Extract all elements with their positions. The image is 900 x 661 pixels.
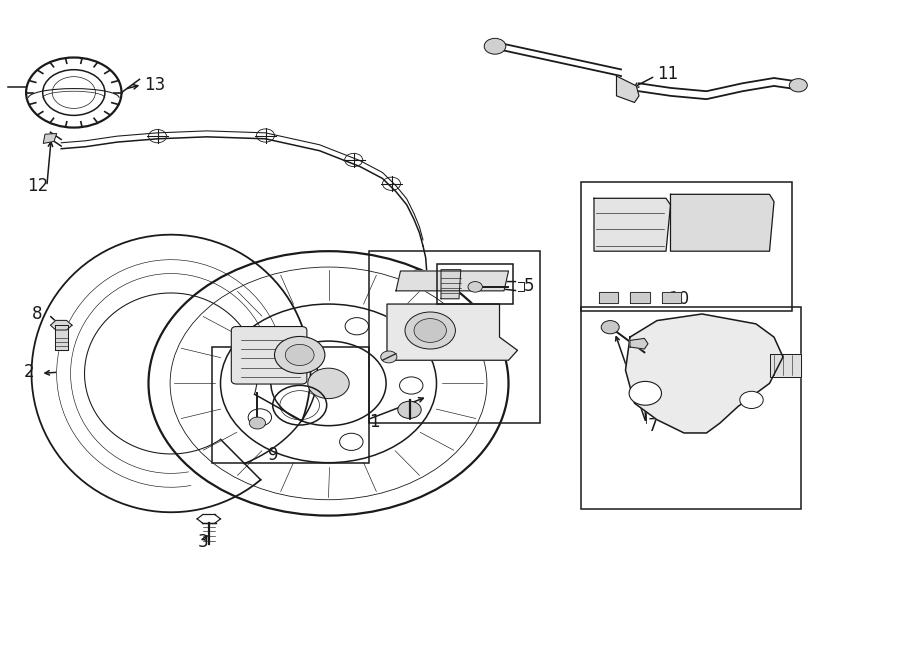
Polygon shape — [598, 292, 618, 303]
Circle shape — [308, 368, 349, 399]
Circle shape — [249, 417, 266, 429]
Polygon shape — [630, 338, 648, 349]
Circle shape — [381, 351, 397, 363]
Circle shape — [345, 318, 368, 335]
Polygon shape — [55, 325, 68, 350]
Circle shape — [274, 336, 325, 373]
Circle shape — [405, 312, 455, 349]
Text: 12: 12 — [27, 177, 49, 196]
Circle shape — [629, 381, 661, 405]
FancyBboxPatch shape — [231, 327, 307, 384]
Circle shape — [398, 401, 421, 418]
Circle shape — [414, 319, 446, 342]
Circle shape — [601, 321, 619, 334]
Polygon shape — [626, 314, 783, 433]
Text: 10: 10 — [668, 290, 688, 309]
Circle shape — [252, 337, 275, 354]
Text: 7: 7 — [648, 417, 659, 436]
Text: 2: 2 — [23, 363, 34, 381]
Circle shape — [339, 433, 363, 450]
Text: 9: 9 — [268, 446, 279, 464]
Polygon shape — [441, 270, 461, 299]
Bar — [436, 264, 513, 304]
Circle shape — [400, 377, 423, 394]
Polygon shape — [43, 134, 57, 143]
Polygon shape — [616, 76, 639, 102]
Polygon shape — [670, 194, 774, 251]
Circle shape — [789, 79, 807, 92]
Text: 8: 8 — [32, 305, 42, 323]
Text: 13: 13 — [144, 75, 166, 94]
Polygon shape — [594, 198, 670, 251]
Circle shape — [468, 282, 482, 292]
Text: 1: 1 — [369, 412, 380, 431]
Polygon shape — [396, 271, 508, 291]
Circle shape — [248, 408, 272, 426]
Bar — [369, 251, 540, 423]
Bar — [580, 182, 792, 311]
Circle shape — [285, 344, 314, 366]
Text: 11: 11 — [657, 65, 679, 83]
Polygon shape — [50, 321, 72, 330]
Bar — [580, 307, 801, 509]
Circle shape — [740, 391, 763, 408]
Polygon shape — [630, 292, 650, 303]
Text: 6: 6 — [781, 364, 792, 383]
Polygon shape — [662, 292, 681, 303]
Polygon shape — [770, 354, 801, 377]
Bar — [212, 347, 369, 463]
Text: 5: 5 — [524, 277, 535, 295]
Text: 3: 3 — [198, 533, 209, 551]
Circle shape — [484, 38, 506, 54]
Text: 4: 4 — [402, 406, 413, 424]
Polygon shape — [387, 304, 518, 360]
